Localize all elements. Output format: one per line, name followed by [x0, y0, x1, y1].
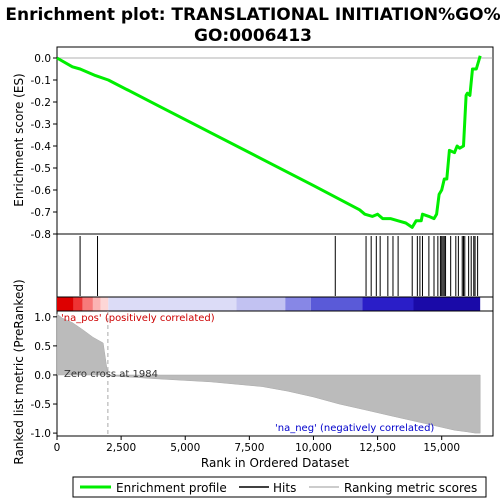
band-segment [413, 297, 481, 311]
x-axis-ticks: 0 2,500 5,000 7,500 10,000 12,500 15,000 [54, 436, 460, 454]
band-segment [73, 297, 83, 311]
x-tick-label: 10,000 [295, 442, 332, 454]
band-segment [362, 297, 414, 311]
es-tick-label: -0.2 [31, 97, 52, 109]
x-tick-label: 7,500 [234, 442, 264, 454]
es-tick-label: -0.1 [31, 75, 52, 87]
y-axis-label-es: Enrichment score (ES) [12, 73, 26, 206]
es-y-ticks: 0.0 -0.1 -0.2 -0.3 -0.4 -0.5 -0.6 -0.7 -0.8 [31, 53, 57, 241]
zero-cross-label: Zero cross at 1984 [64, 369, 158, 380]
es-tick-label: 0.0 [34, 53, 51, 65]
metric-area [56, 311, 481, 436]
metric-tick-label: 0.0 [34, 370, 51, 382]
chart-title-line2: GO:0006413 [194, 26, 312, 46]
es-curve [56, 55, 482, 229]
band-segment [82, 297, 93, 311]
es-tick-label: -0.6 [31, 185, 52, 197]
x-tick-label: 5,000 [170, 442, 200, 454]
es-line [56, 55, 482, 229]
chart-title-line1: Enrichment plot: TRANSLATIONAL INITIATIO… [5, 5, 500, 25]
band-segment [236, 297, 286, 311]
hit-marks [79, 236, 479, 296]
x-tick-label: 2,500 [106, 442, 136, 454]
band-segment [310, 297, 363, 311]
legend-box [72, 476, 487, 498]
neg-label: 'na_neg' (negatively correlated) [275, 423, 434, 434]
metric-tick-label: -0.5 [31, 399, 52, 411]
legend-metric-label: Ranking metric scores [344, 481, 477, 495]
band-segment [285, 297, 311, 311]
metric-tick-label: -1.0 [31, 428, 52, 440]
es-tick-label: -0.7 [31, 207, 52, 219]
metric-tick-label: 0.5 [34, 341, 51, 353]
y-axis-label-metric: Ranked list metric (PreRanked) [12, 279, 26, 464]
hits-panel [56, 233, 494, 298]
band-segment [108, 297, 237, 311]
band-segment [57, 297, 74, 311]
band-segment [92, 297, 101, 311]
legend-es-label: Enrichment profile [116, 481, 227, 495]
metric-y-ticks: 1.0 0.5 0.0 -0.5 -1.0 [31, 312, 57, 440]
rank-color-band [57, 297, 481, 311]
x-tick-label: 0 [54, 442, 61, 454]
x-tick-label: 12,500 [359, 442, 396, 454]
metric-tick-label: 1.0 [34, 312, 51, 324]
metric-fill [56, 313, 481, 434]
es-tick-label: -0.3 [31, 119, 52, 131]
es-tick-label: -0.5 [31, 163, 52, 175]
es-tick-label: -0.4 [31, 141, 52, 153]
legend-hits-label: Hits [273, 481, 296, 495]
pos-label: 'na_pos' (positively correlated) [61, 313, 215, 324]
x-axis-label: Rank in Ordered Dataset [201, 456, 349, 470]
band-segment [100, 297, 109, 311]
x-tick-label: 15,000 [423, 442, 460, 454]
es-tick-label: -0.8 [31, 229, 52, 241]
es-panel [56, 46, 494, 235]
